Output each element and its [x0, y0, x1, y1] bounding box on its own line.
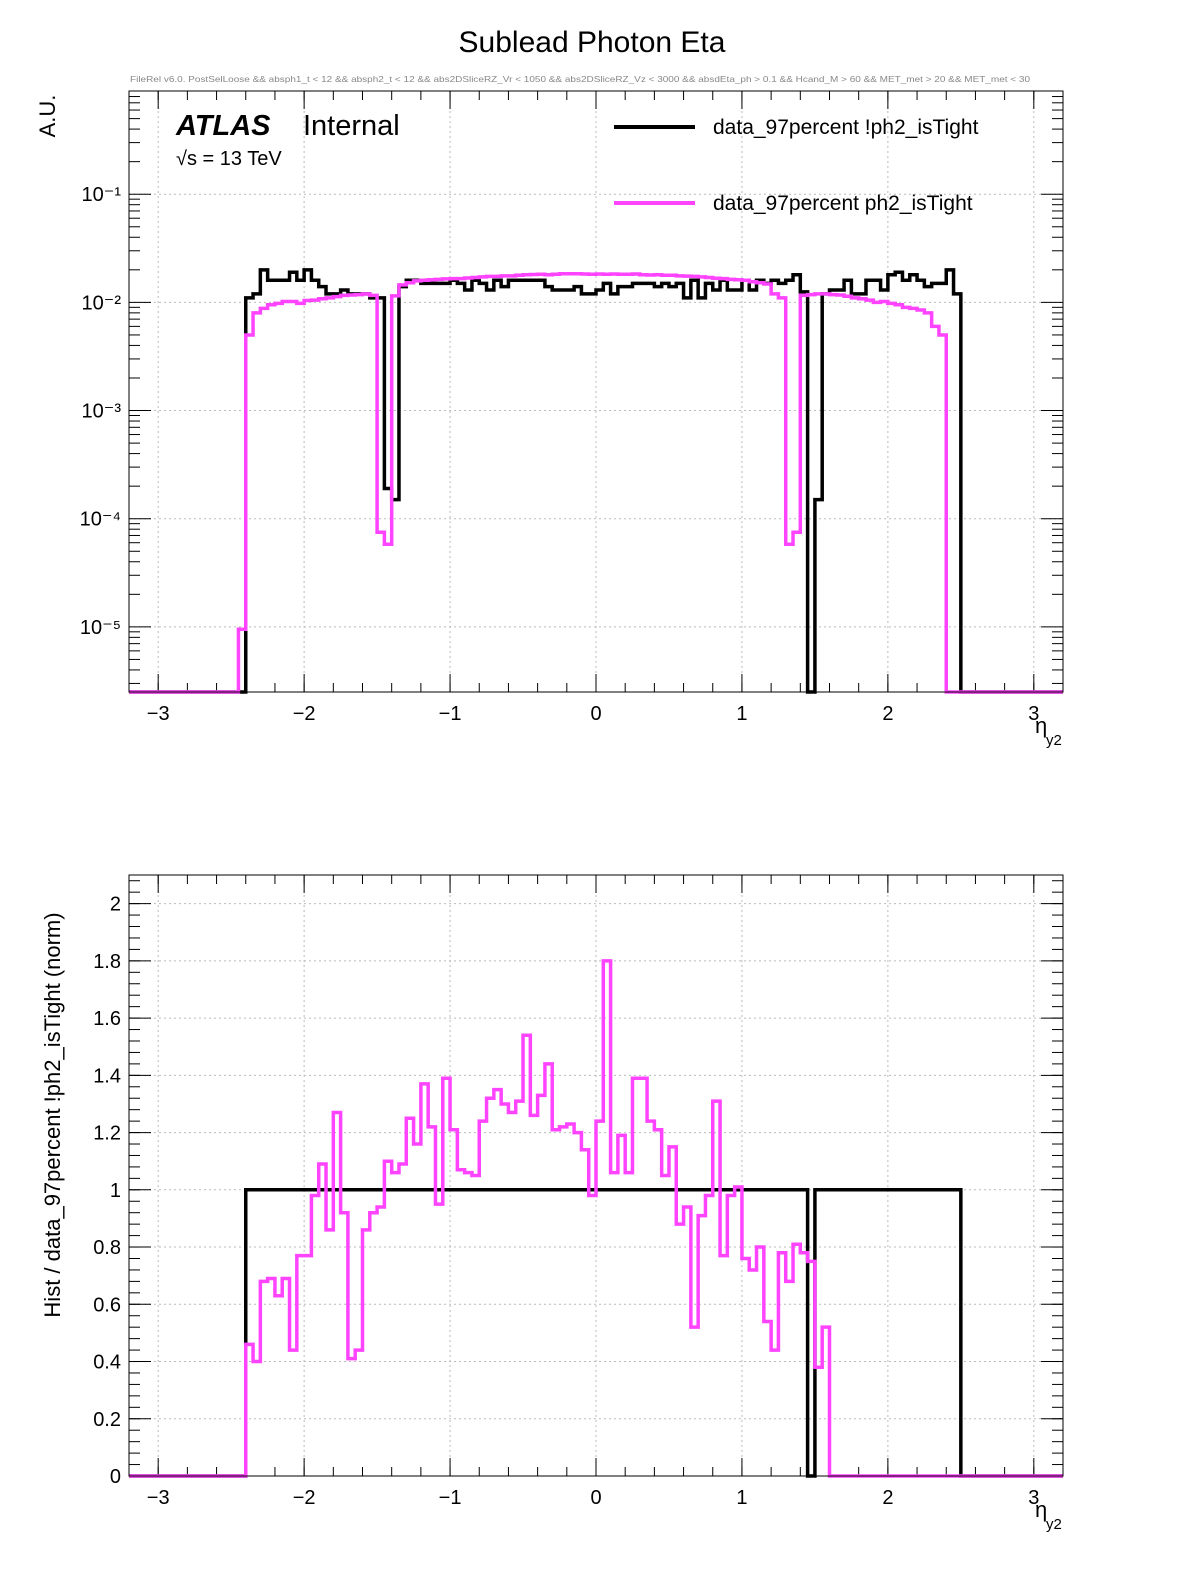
bottom-y-tick-label: 0.4 — [93, 1352, 121, 1374]
atlas-label: ATLAS — [175, 110, 271, 142]
top-y-tick-label: 10⁻⁵ — [80, 617, 121, 639]
bottom-panel: −3 −2 −1 0 1 2 3 0 0.2 0.4 0.6 0.8 1 1.2 1.4 1.6 1.8 2 H… — [40, 874, 1064, 1533]
bottom-series-tight-line — [129, 959, 1063, 1478]
top-x-tick-label: 0 — [590, 703, 601, 725]
top-x-tick-labels: −3 −2 −1 0 1 2 3 — [147, 703, 1040, 725]
top-y-tick-labels: 10⁻⁵ 10⁻⁴ 10⁻³ 10⁻² 10⁻¹ — [80, 184, 122, 639]
energy-label: √s = 13 TeV — [176, 148, 282, 170]
bottom-x-axis-label-sub: y2 — [1046, 1516, 1062, 1533]
top-grid — [129, 91, 1063, 692]
top-x-tick-label: −1 — [439, 703, 462, 725]
top-histograms — [129, 268, 1063, 694]
bottom-y-tick-label: 1.2 — [93, 1123, 121, 1145]
bottom-x-tick-label: 3 — [1028, 1487, 1039, 1509]
top-x-tick-label: −3 — [147, 703, 170, 725]
bottom-y-tick-label: 1.8 — [93, 951, 121, 973]
top-x-tick-label: −2 — [293, 703, 316, 725]
figure-title: Sublead Photon Eta — [459, 26, 726, 59]
bottom-x-axis-label: η — [1035, 1497, 1047, 1522]
bottom-x-tick-label: 2 — [882, 1487, 893, 1509]
bottom-y-tick-label: 1 — [110, 1180, 121, 1202]
legend-label-tight: data_97percent ph2_isTight — [713, 192, 973, 215]
bottom-x-tick-labels: −3 −2 −1 0 1 2 3 — [147, 1487, 1040, 1509]
top-series-not-tight-line — [129, 268, 1063, 694]
selection-text: FileRel v6.0. PostSelLoose && absph1_t <… — [130, 74, 1030, 84]
top-x-tick-label: 2 — [882, 703, 893, 725]
legend: data_97percent !ph2_isTight data_97perce… — [614, 116, 979, 215]
bottom-y-tick-label: 0.2 — [93, 1409, 121, 1431]
bottom-y-tick-label: 2 — [110, 894, 121, 916]
bottom-x-tick-label: −2 — [293, 1487, 316, 1509]
top-x-tick-label: 3 — [1028, 703, 1039, 725]
bottom-histograms — [129, 959, 1063, 1478]
bottom-y-tick-labels: 0 0.2 0.4 0.6 0.8 1 1.2 1.4 1.6 1.8 2 — [93, 894, 121, 1488]
top-y-axis-label: A.U. — [35, 95, 60, 138]
top-plot-frame — [128, 90, 1064, 693]
top-y-tick-label: 10⁻⁴ — [80, 509, 121, 531]
top-x-tick-label: 1 — [736, 703, 747, 725]
bottom-x-tick-label: 1 — [736, 1487, 747, 1509]
top-y-tick-label: 10⁻³ — [82, 401, 122, 423]
top-x-axis-label-sub: y2 — [1046, 732, 1062, 749]
bottom-x-tick-label: −1 — [439, 1487, 462, 1509]
bottom-y-tick-label: 0.6 — [93, 1294, 121, 1316]
top-x-axis-label: η — [1035, 713, 1047, 738]
atlas-status: Internal — [303, 110, 400, 142]
bottom-y-tick-label: 0.8 — [93, 1237, 121, 1259]
bottom-y-axis-label: Hist / data_97percent !ph2_isTight (norm… — [40, 912, 65, 1317]
top-series-tight-line — [129, 271, 1063, 694]
top-panel: −3 −2 −1 0 1 2 3 10⁻⁵ 10⁻⁴ 10⁻³ 10⁻² 10⁻¹ A.U. η y… — [35, 90, 1064, 749]
bottom-y-tick-label: 1.6 — [93, 1008, 121, 1030]
top-minor-ticks — [128, 90, 1064, 692]
bottom-y-tick-label: 0 — [110, 1466, 121, 1488]
legend-label-not-tight: data_97percent !ph2_isTight — [713, 116, 979, 139]
bottom-minor-ticks — [128, 875, 1064, 1477]
top-y-tick-label: 10⁻² — [82, 292, 122, 314]
bottom-y-tick-label: 1.4 — [93, 1065, 121, 1087]
bottom-plot-frame — [128, 874, 1064, 1477]
bottom-x-tick-label: 0 — [590, 1487, 601, 1509]
top-y-tick-label: 10⁻¹ — [82, 184, 122, 206]
bottom-x-tick-label: −3 — [147, 1487, 170, 1509]
bottom-series-not-tight-line — [129, 1188, 1063, 1478]
